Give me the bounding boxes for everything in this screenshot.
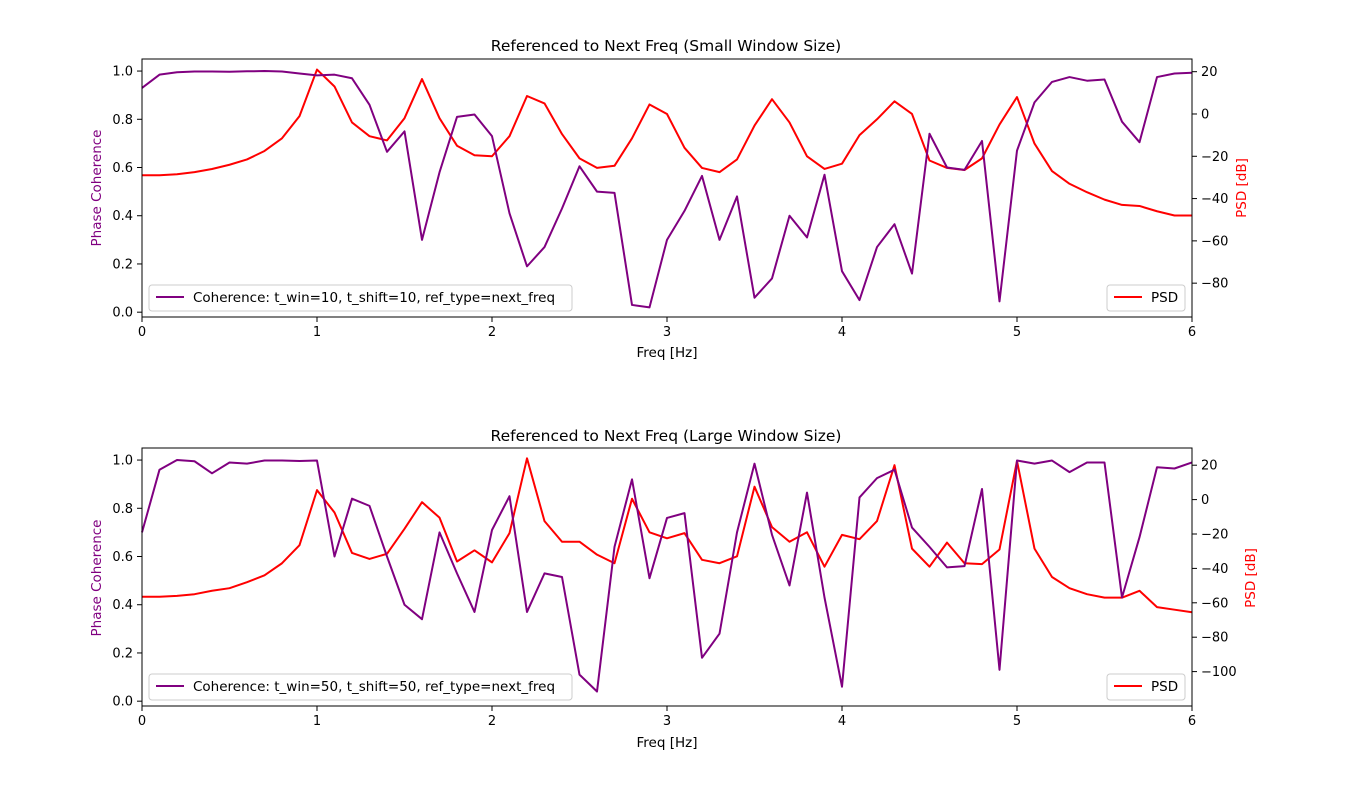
y-tick-label: 0.8 <box>112 113 133 128</box>
y2-tick-label: −60 <box>1201 596 1228 611</box>
x-tick-label: 4 <box>838 714 846 729</box>
x-tick-label: 0 <box>138 325 146 340</box>
subplot-top-title: Referenced to Next Freq (Small Window Si… <box>491 37 841 55</box>
x-tick-label: 0 <box>138 714 146 729</box>
legend-label: PSD <box>1151 290 1178 306</box>
legend-box <box>148 673 573 701</box>
y-tick-label: 0.6 <box>112 161 133 176</box>
subplot-top-coherence-line-group <box>141 70 1193 309</box>
subplot-bottom-y-ticks: 0.0 0.2 0.4 0.6 0.8 1.0 <box>112 454 142 710</box>
y-tick-label: 0.0 <box>112 695 133 710</box>
subplot-bottom-y2-ticks: 20 0 −20 −40 −60 −80 −100 <box>1192 459 1237 680</box>
y-tick-label: 0.2 <box>112 257 133 272</box>
y2-tick-label: 20 <box>1201 459 1218 474</box>
subplot-top-psd-line-group <box>142 68 1192 217</box>
subplot-bottom-x-ticks: 0 1 2 3 4 5 6 <box>138 706 1196 729</box>
x-tick-label: 3 <box>663 714 671 729</box>
y2-tick-label: 0 <box>1201 493 1209 508</box>
subplot-bottom-coherence-legend: Coherence: t_win=50, t_shift=50, ref_typ… <box>148 673 573 701</box>
x-tick-label: 2 <box>488 325 496 340</box>
legend-box <box>1106 673 1186 701</box>
y-tick-label: 0.8 <box>112 502 133 517</box>
subplot-top-psd-legend: PSD <box>1106 284 1186 312</box>
y2-tick-label: −80 <box>1201 631 1228 646</box>
x-tick-label: 5 <box>1013 325 1021 340</box>
y2-tick-label: −100 <box>1201 665 1237 680</box>
subplot-top-y-axis-label: Phase Coherence <box>89 130 105 247</box>
y-tick-label: 0.4 <box>112 598 133 613</box>
coherence-series-line <box>141 459 1193 693</box>
legend-box <box>1106 284 1186 312</box>
y-tick-label: 0.2 <box>112 646 133 661</box>
y2-tick-label: −80 <box>1201 277 1228 292</box>
y-tick-label: 0.0 <box>112 306 133 321</box>
subplot-bottom-psd-legend: PSD <box>1106 673 1186 701</box>
subplot-top-y-ticks: 0.0 0.2 0.4 0.6 0.8 1.0 <box>112 65 142 321</box>
y2-tick-label: −20 <box>1201 528 1228 543</box>
y2-tick-label: −60 <box>1201 234 1228 249</box>
y2-tick-label: −40 <box>1201 562 1228 577</box>
y2-tick-label: −40 <box>1201 192 1228 207</box>
legend-label: Coherence: t_win=50, t_shift=50, ref_typ… <box>193 679 555 695</box>
subplot-top-x-axis-label: Freq [Hz] <box>637 345 698 361</box>
y-tick-label: 0.4 <box>112 209 133 224</box>
x-tick-label: 1 <box>313 325 321 340</box>
subplot-bottom-title: Referenced to Next Freq (Large Window Si… <box>491 427 842 445</box>
x-tick-label: 2 <box>488 714 496 729</box>
subplot-top-x-ticks: 0 1 2 3 4 5 6 <box>138 317 1196 340</box>
x-tick-label: 5 <box>1013 714 1021 729</box>
x-tick-label: 3 <box>663 325 671 340</box>
subplot-top-y2-ticks: 20 0 −20 −40 −60 −80 <box>1192 65 1228 292</box>
y-tick-label: 1.0 <box>112 454 133 469</box>
subplot-top-y2-axis-label: PSD [dB] <box>1234 158 1250 218</box>
x-tick-label: 6 <box>1188 325 1196 340</box>
subplot-bottom-coherence-line-group <box>141 459 1193 693</box>
legend-box <box>148 284 573 312</box>
psd-series-line <box>142 68 1192 217</box>
subplot-bottom-x-axis-label: Freq [Hz] <box>637 735 698 751</box>
y2-tick-label: −20 <box>1201 150 1228 165</box>
coherence-series-line <box>141 70 1193 309</box>
y2-tick-label: 0 <box>1201 107 1209 122</box>
subplot-top-coherence-legend: Coherence: t_win=10, t_shift=10, ref_typ… <box>148 284 573 312</box>
subplot-bottom-y2-axis-label: PSD [dB] <box>1243 548 1259 608</box>
legend-label: Coherence: t_win=10, t_shift=10, ref_typ… <box>193 290 555 306</box>
y-tick-label: 0.6 <box>112 550 133 565</box>
y2-tick-label: 20 <box>1201 65 1218 80</box>
subplot-bottom: Referenced to Next Freq (Large Window Si… <box>89 427 1259 751</box>
subplot-top: Referenced to Next Freq (Small Window Si… <box>89 37 1250 361</box>
subplot-bottom-y-axis-label: Phase Coherence <box>89 520 105 637</box>
legend-label: PSD <box>1151 679 1178 695</box>
y-tick-label: 1.0 <box>112 65 133 80</box>
x-tick-label: 6 <box>1188 714 1196 729</box>
x-tick-label: 4 <box>838 325 846 340</box>
x-tick-label: 1 <box>313 714 321 729</box>
